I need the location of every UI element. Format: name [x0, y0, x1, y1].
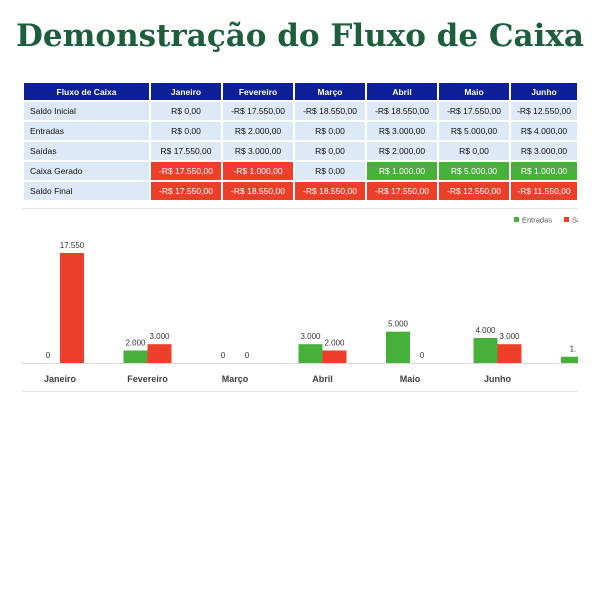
- table-cell: R$ 1.000,00: [511, 162, 577, 180]
- data-label: 3.000: [300, 332, 321, 341]
- x-tick-label: Abril: [312, 374, 333, 384]
- table-cell: R$ 3.000,00: [367, 122, 437, 140]
- bar-saí-3: [322, 350, 347, 363]
- table-cell: R$ 3.000,00: [223, 142, 293, 160]
- bar-entradas-1: [123, 350, 148, 363]
- table-cell: R$ 2.000,00: [367, 142, 437, 160]
- bar-entradas-4: [386, 331, 410, 363]
- legend-swatch-entradas: [514, 217, 519, 222]
- table-header-row: Fluxo de Caixa Janeiro Fevereiro Março A…: [24, 83, 577, 100]
- bar-entradas-6: [561, 356, 578, 363]
- row-label: Caixa Gerado: [24, 162, 149, 180]
- table-cell: -R$ 17.550,00: [223, 102, 293, 120]
- table-cell: -R$ 17.550,00: [151, 162, 221, 180]
- table-cell: R$ 0,00: [295, 162, 365, 180]
- table-cell: -R$ 17.550,00: [439, 102, 509, 120]
- page-title: Demonstração do Fluxo de Caixa: [16, 18, 584, 54]
- data-label: 0: [221, 351, 226, 360]
- table-row-saidas: Saídas R$ 17.550,00 R$ 3.000,00 R$ 0,00 R$ 2…: [24, 142, 577, 160]
- table-cell: -R$ 18.550,00: [295, 102, 365, 120]
- table-row-caixa-gerado: Caixa Gerado -R$ 17.550,00 -R$ 1.000,00 R$ …: [24, 162, 577, 180]
- row-label: Saídas: [24, 142, 149, 160]
- x-tick-label: Junho: [484, 374, 511, 384]
- bar-chart: 0 17.550 Janeiro 2.000 3.000 Fevereiro 0 0 Março…: [22, 210, 578, 392]
- bar-saí-1: [147, 344, 172, 363]
- legend-label: Entradas: [522, 216, 552, 225]
- header-fluxo-de-caixa: Fluxo de Caixa: [24, 83, 149, 100]
- header-abril: Abril: [367, 83, 437, 100]
- table-cell: -R$ 17.550,00: [151, 182, 221, 200]
- table-row-saldo-inicial: Saldo Inicial R$ 0,00 -R$ 17.550,00 -R$ 18.…: [24, 102, 577, 120]
- data-label: 0: [245, 351, 250, 360]
- table-cell: -R$ 18.550,00: [367, 102, 437, 120]
- table-cell: -R$ 11.550,00: [511, 182, 577, 200]
- table-cell: R$ 0,00: [439, 142, 509, 160]
- table-cell: R$ 0,00: [151, 102, 221, 120]
- x-tick-label: Janeiro: [44, 374, 77, 384]
- cash-flow-table: Fluxo de Caixa Janeiro Fevereiro Março A…: [22, 81, 579, 202]
- data-label: 3.000: [149, 332, 170, 341]
- data-label: 4.000: [475, 326, 496, 335]
- bar-saí-5: [497, 344, 522, 363]
- chart-bottom-divider: [22, 391, 578, 392]
- x-tick-label: Março: [222, 374, 249, 384]
- header-marco: Março: [295, 83, 365, 100]
- table-cell: R$ 4.000,00: [511, 122, 577, 140]
- data-label: 3.000: [499, 332, 520, 341]
- data-label: 5.000: [388, 320, 409, 329]
- table-cell: R$ 5.000,00: [439, 162, 509, 180]
- data-label: 2.000: [125, 338, 146, 347]
- legend-swatch-saí: [564, 217, 569, 222]
- table-cell: R$ 0,00: [295, 122, 365, 140]
- data-label: 1.: [570, 345, 577, 354]
- x-tick-label: Maio: [400, 374, 421, 384]
- table-cell: -R$ 18.550,00: [223, 182, 293, 200]
- data-label: 17.550: [60, 241, 85, 250]
- data-label: 2.000: [324, 338, 345, 347]
- data-label: 0: [420, 351, 425, 360]
- table-cell: R$ 17.550,00: [151, 142, 221, 160]
- bar-entradas-5: [473, 337, 498, 363]
- header-janeiro: Janeiro: [151, 83, 221, 100]
- table-cell: R$ 5.000,00: [439, 122, 509, 140]
- header-junho: Junho: [511, 83, 577, 100]
- table-cell: R$ 0,00: [151, 122, 221, 140]
- table-cell: R$ 2.000,00: [223, 122, 293, 140]
- table-cell: -R$ 12.550,00: [439, 182, 509, 200]
- bar-saí-0: [60, 253, 84, 363]
- table-cell: -R$ 18.550,00: [295, 182, 365, 200]
- legend-label: Saí: [572, 216, 578, 225]
- divider: [22, 208, 578, 209]
- table-cell: R$ 1.000,00: [367, 162, 437, 180]
- data-label: 0: [46, 351, 51, 360]
- table-cell: -R$ 1.000,00: [223, 162, 293, 180]
- row-label: Entradas: [24, 122, 149, 140]
- header-fevereiro: Fevereiro: [223, 83, 293, 100]
- header-maio: Maio: [439, 83, 509, 100]
- table-row-saldo-final: Saldo Final -R$ 17.550,00 -R$ 18.550,00 -R$…: [24, 182, 577, 200]
- row-label: Saldo Inicial: [24, 102, 149, 120]
- table-row-entradas: Entradas R$ 0,00 R$ 2.000,00 R$ 0,00 R$ 3.00…: [24, 122, 577, 140]
- table-cell: -R$ 17.550,00: [367, 182, 437, 200]
- x-tick-label: Fevereiro: [127, 374, 168, 384]
- table-cell: -R$ 12.550,00: [511, 102, 577, 120]
- row-label: Saldo Final: [24, 182, 149, 200]
- table-cell: R$ 3.000,00: [511, 142, 577, 160]
- table-cell: R$ 0,00: [295, 142, 365, 160]
- bar-entradas-3: [298, 344, 323, 363]
